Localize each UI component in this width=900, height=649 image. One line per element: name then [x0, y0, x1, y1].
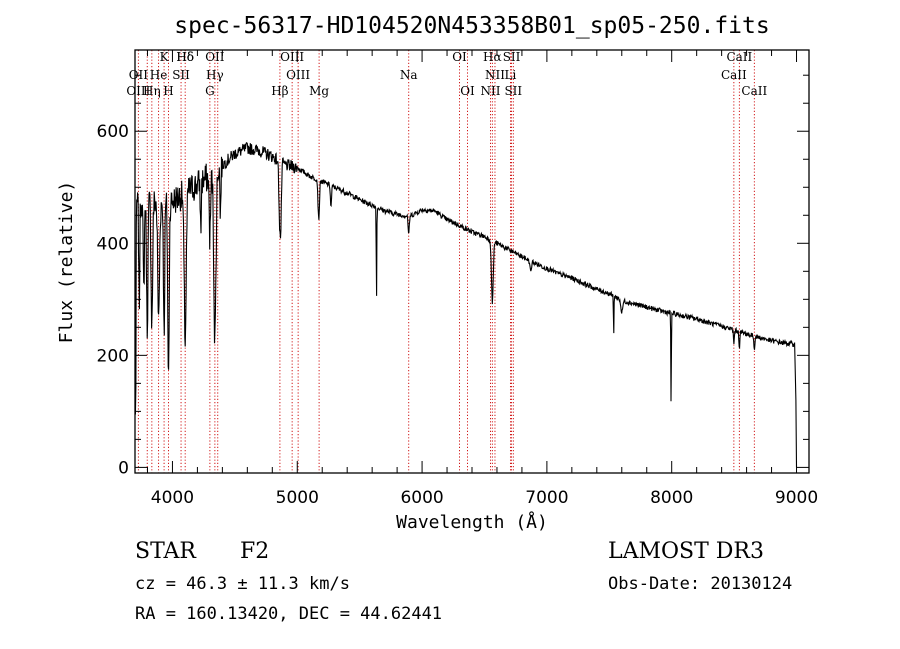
spectrum-line [134, 142, 798, 468]
plot-frame [134, 49, 810, 474]
y-tick-label-600: 600 [97, 122, 129, 142]
line-label-8: CaII [726, 50, 752, 64]
y-axis-ticks: 0 200 400 600 [97, 74, 809, 478]
radec-label: RA = 160.13420, DEC = 44.62441 [135, 604, 442, 624]
spectrum-line-group [134, 142, 798, 468]
line-label-21: G [205, 84, 215, 98]
y-tick-label-400: 400 [97, 234, 129, 254]
x-axis-label: Wavelength (Å) [396, 511, 548, 533]
line-label-27: CaII [741, 84, 767, 98]
line-label-1: K [160, 50, 170, 64]
x-tick-label-4000: 4000 [151, 488, 194, 508]
x-tick-label-7000: 7000 [525, 488, 568, 508]
line-label-9: OII [129, 68, 149, 82]
line-label-5: OI [452, 50, 467, 64]
y-tick-label-0: 0 [118, 458, 129, 478]
line-label-22: Hβ [271, 84, 288, 98]
line-label-24: OI [460, 84, 475, 98]
line-label-7: SII [503, 50, 521, 64]
object-class-label: STAR [135, 539, 197, 564]
line-label-10: He [150, 68, 168, 82]
x-tick-label-8000: 8000 [650, 488, 693, 508]
line-label-0: Hδ [176, 50, 194, 64]
line-label-12: Hγ [206, 68, 224, 82]
line-label-16: Li [505, 68, 517, 82]
line-label-20: H [163, 84, 173, 98]
line-label-15: NII [485, 68, 505, 82]
line-label-17: CaII [721, 68, 747, 82]
subclass-label: F2 [240, 539, 269, 564]
x-tick-label-9000: 9000 [775, 488, 818, 508]
line-label-4: OIII [280, 50, 304, 64]
line-label-2: Hδ [176, 50, 194, 64]
obs-date-label: Obs-Date: 20130124 [608, 574, 792, 594]
line-label-6: Hα [483, 50, 502, 64]
line-label-19: Hη [143, 84, 161, 98]
survey-label: LAMOST DR3 [608, 539, 764, 564]
y-axis-label: Flux (relative) [56, 181, 77, 344]
chart-title: spec-56317-HD104520N453358B01_sp05-250.f… [174, 13, 769, 39]
cz-label: cz = 46.3 ± 11.3 km/s [135, 574, 350, 594]
line-label-11: SII [172, 68, 190, 82]
line-label-18: OIII [126, 84, 150, 98]
line-label-25: NII [480, 84, 500, 98]
line-label-14: Na [400, 68, 418, 82]
line-label-3: OII [205, 50, 225, 64]
x-axis-ticks: 4000 5000 6000 7000 8000 9000 [146, 50, 818, 508]
line-label-23: Mg [309, 84, 329, 98]
x-tick-label-5000: 5000 [276, 488, 319, 508]
x-tick-label-6000: 6000 [400, 488, 443, 508]
line-label-13: OIII [286, 68, 310, 82]
marker-lines-group [137, 50, 755, 473]
y-tick-label-200: 200 [97, 346, 129, 366]
line-label-26: SII [504, 84, 522, 98]
